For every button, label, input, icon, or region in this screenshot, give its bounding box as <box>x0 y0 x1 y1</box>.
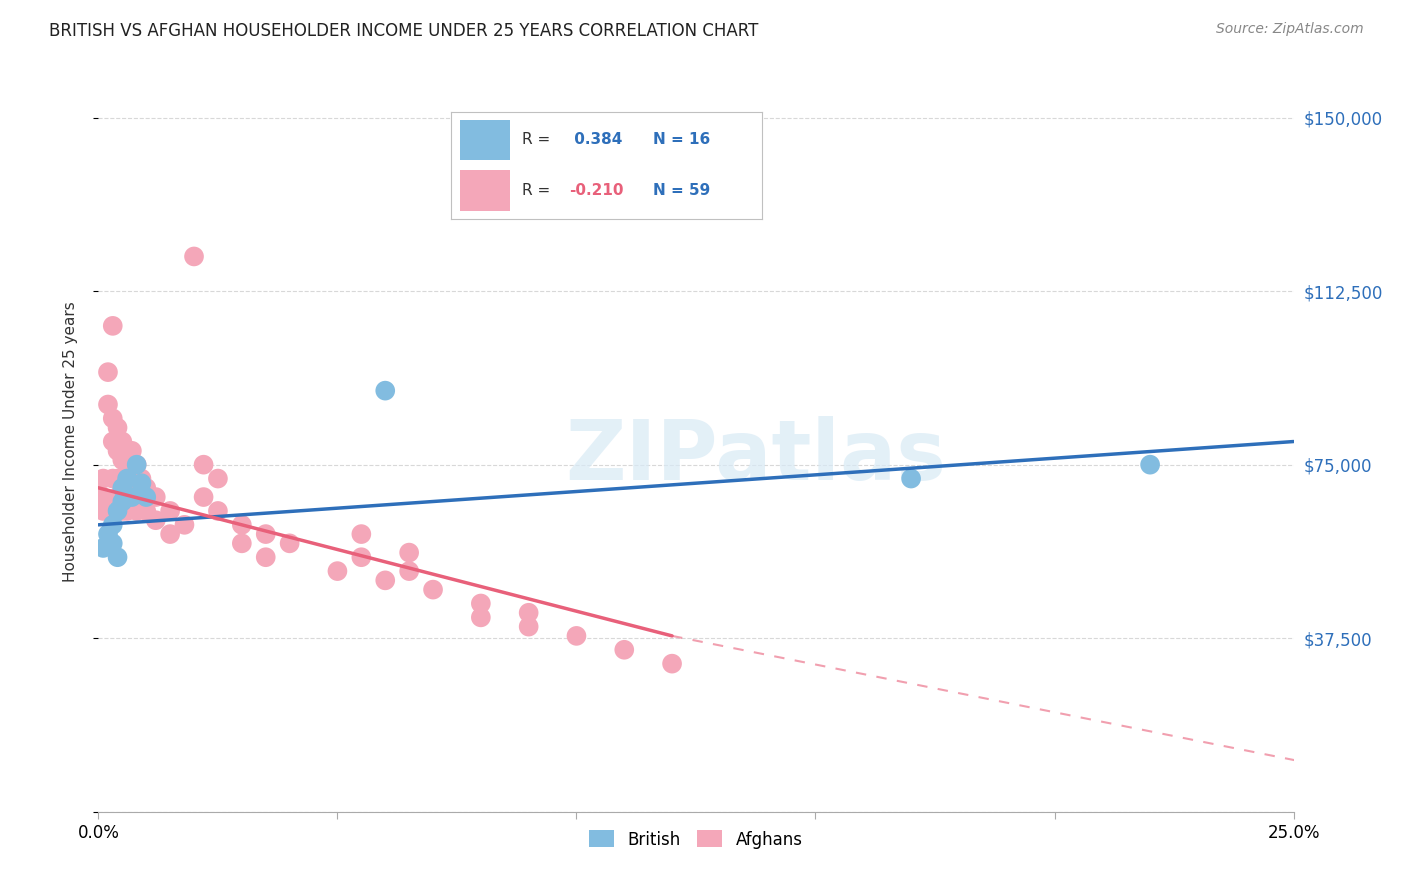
Point <box>613 642 636 657</box>
Point <box>900 471 922 485</box>
Point <box>374 574 396 588</box>
Point <box>101 517 124 532</box>
Point <box>125 458 148 472</box>
Point <box>111 494 134 508</box>
Text: ZIPatlas: ZIPatlas <box>565 416 946 497</box>
Point <box>115 504 138 518</box>
Point <box>101 411 124 425</box>
Point <box>107 471 129 485</box>
Point <box>131 476 153 491</box>
Point <box>115 481 138 495</box>
Point <box>470 597 492 611</box>
Point <box>97 527 120 541</box>
Point <box>135 490 157 504</box>
Point <box>398 564 420 578</box>
Point <box>111 481 134 495</box>
Point <box>207 504 229 518</box>
Point <box>135 481 157 495</box>
Point <box>121 443 143 458</box>
Point <box>326 564 349 578</box>
Point <box>125 458 148 472</box>
Point <box>517 619 540 633</box>
Point <box>565 629 588 643</box>
Point <box>121 490 143 504</box>
Point <box>97 398 120 412</box>
Point <box>107 504 129 518</box>
Point <box>254 527 277 541</box>
Point <box>115 458 138 472</box>
Point <box>350 527 373 541</box>
Point <box>1139 458 1161 472</box>
Point <box>107 550 129 565</box>
Legend: British, Afghans: British, Afghans <box>582 823 810 855</box>
Point <box>278 536 301 550</box>
Point <box>111 434 134 449</box>
Point <box>115 471 138 485</box>
Point <box>107 490 129 504</box>
Point <box>111 481 134 495</box>
Point <box>121 471 143 485</box>
Point <box>101 536 124 550</box>
Point <box>207 471 229 485</box>
Point <box>91 471 114 485</box>
Point <box>91 490 114 504</box>
Point <box>121 490 143 504</box>
Point <box>374 384 396 398</box>
Point <box>125 481 148 495</box>
Point <box>193 490 215 504</box>
Point <box>145 513 167 527</box>
Point <box>398 545 420 560</box>
Point <box>111 453 134 467</box>
Y-axis label: Householder Income Under 25 years: Householder Income Under 25 years <box>63 301 77 582</box>
Point <box>159 527 181 541</box>
Point <box>107 443 129 458</box>
Point <box>111 504 134 518</box>
Point <box>91 504 114 518</box>
Point <box>91 541 114 555</box>
Point <box>231 517 253 532</box>
Point <box>231 536 253 550</box>
Point <box>101 434 124 449</box>
Point <box>107 420 129 434</box>
Point <box>101 471 124 485</box>
Point <box>131 471 153 485</box>
Point <box>145 490 167 504</box>
Point <box>173 517 195 532</box>
Point <box>254 550 277 565</box>
Point <box>422 582 444 597</box>
Point <box>135 504 157 518</box>
Text: Source: ZipAtlas.com: Source: ZipAtlas.com <box>1216 22 1364 37</box>
Point <box>97 365 120 379</box>
Point <box>101 318 124 333</box>
Point <box>470 610 492 624</box>
Point <box>350 550 373 565</box>
Point <box>131 490 153 504</box>
Point <box>183 250 205 264</box>
Point <box>517 606 540 620</box>
Point <box>125 504 148 518</box>
Point <box>159 504 181 518</box>
Point <box>661 657 683 671</box>
Text: BRITISH VS AFGHAN HOUSEHOLDER INCOME UNDER 25 YEARS CORRELATION CHART: BRITISH VS AFGHAN HOUSEHOLDER INCOME UND… <box>49 22 759 40</box>
Point <box>193 458 215 472</box>
